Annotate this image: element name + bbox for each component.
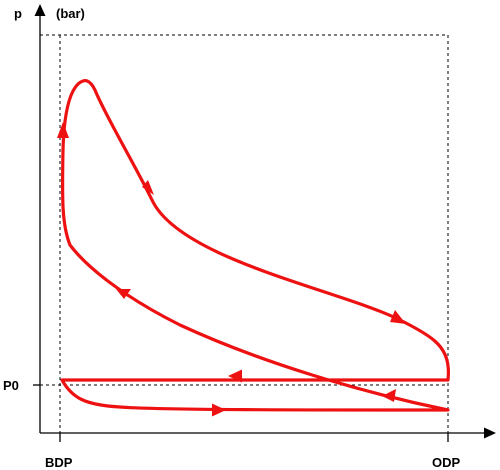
flow-arrow-return-lower [382,389,396,402]
y-axis-arrowhead [34,4,46,16]
bdp-label: BDP [45,455,73,470]
flow-arrow-p0-line [228,369,242,383]
flow-arrow-left-rise [57,122,69,138]
p-unit-label: (bar) [56,6,85,21]
p0-label: P0 [3,378,19,393]
x-axis-arrowhead [484,427,496,439]
flow-arrow-right-descent [390,310,406,324]
p-axis-label: p [14,6,22,21]
flow-arrow-bottom [212,403,226,417]
flow-arrow-return-upper [116,289,131,299]
pressure-cycle-curve [60,79,451,412]
odp-label: ODP [432,455,461,470]
flow-arrow-descent [142,180,154,195]
